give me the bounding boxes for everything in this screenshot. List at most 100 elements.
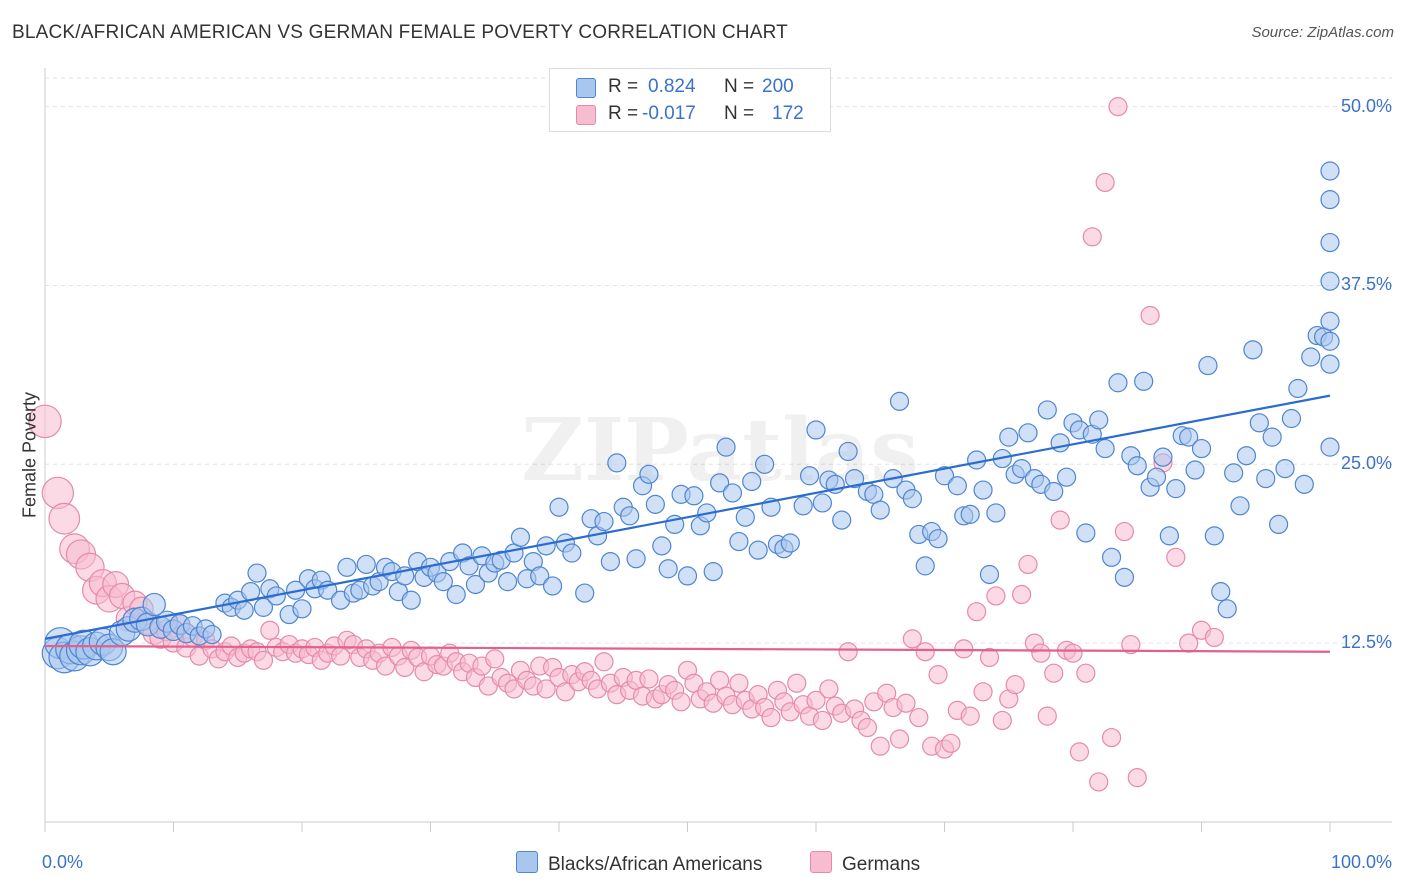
blacks-point <box>1320 354 1340 374</box>
blacks-point <box>1191 438 1212 459</box>
blacks-point <box>1243 340 1263 360</box>
legend-r-label: R = <box>608 76 639 97</box>
blacks-point <box>1011 459 1032 479</box>
germans-point <box>375 656 396 676</box>
germans-point <box>536 679 556 699</box>
blacks-point <box>1146 467 1167 487</box>
germans-point <box>1005 675 1025 695</box>
blacks-point <box>735 507 755 527</box>
blacks-point <box>793 496 813 516</box>
grid <box>45 77 1392 644</box>
blacks-point <box>1211 582 1231 602</box>
blacks-point <box>722 483 743 503</box>
blacks-point <box>812 493 833 513</box>
blacks-point <box>1294 474 1314 494</box>
blacks-point <box>607 453 627 473</box>
blacks-point <box>620 506 640 526</box>
blacks-point <box>1301 347 1321 367</box>
legend-label-germans: Germans <box>842 854 921 875</box>
blacks-point <box>1134 371 1154 391</box>
legend-swatch-germans <box>810 851 832 873</box>
legend-r-label: R = <box>608 103 639 124</box>
correlation-legend: R = 0.824 N = 200 R = -0.017 N = 172 <box>549 68 831 132</box>
blacks-point <box>754 454 775 474</box>
blacks-point <box>510 527 531 547</box>
germans-point <box>555 682 576 702</box>
blacks-point <box>1101 547 1122 567</box>
legend-n-value: 172 <box>772 103 804 124</box>
blacks-point <box>1185 460 1205 480</box>
germans-point <box>639 669 659 689</box>
blacks-point <box>652 536 672 556</box>
blacks-point <box>1320 271 1340 291</box>
germans-point <box>28 404 62 439</box>
blacks-point <box>1076 523 1096 543</box>
germans-point <box>1082 227 1102 247</box>
germans-point <box>1069 742 1090 762</box>
blacks-point <box>677 566 698 586</box>
germans-point <box>253 650 274 670</box>
germans-point <box>1063 643 1083 663</box>
blacks-point <box>575 583 595 603</box>
germans-point <box>992 710 1012 731</box>
blacks-point <box>542 576 563 596</box>
blacks-point <box>1236 446 1257 466</box>
blacks-point <box>562 543 582 563</box>
blacks-trend-line <box>44 394 1331 640</box>
blacks-point <box>1288 378 1308 399</box>
germans-point <box>1204 627 1224 648</box>
blacks-point <box>1050 433 1070 453</box>
germans-point <box>395 657 415 678</box>
blacks-point <box>986 503 1006 523</box>
blacks-point <box>626 549 646 569</box>
blacks-point <box>838 441 858 462</box>
blacks-point <box>973 480 993 500</box>
germans-points <box>28 97 1224 792</box>
blacks-point <box>1320 161 1340 181</box>
blacks-point <box>780 533 800 553</box>
germans-point <box>1166 547 1186 567</box>
blacks-point <box>600 551 621 572</box>
legend-label-blacks: Blacks/African Americans <box>548 854 763 875</box>
blacks-point <box>234 600 254 620</box>
blacks-point <box>960 504 980 524</box>
germans-point <box>729 673 749 693</box>
germans-point <box>1011 584 1032 605</box>
bottom-legend-blacks: Blacks/African Americans <box>516 851 762 876</box>
germans-point <box>1044 663 1064 683</box>
germans-point <box>857 717 878 738</box>
blacks-point <box>1095 438 1115 459</box>
germans-point <box>1140 305 1160 326</box>
blacks-point <box>1275 459 1295 479</box>
germans-point <box>1031 643 1051 663</box>
germans-point <box>909 707 929 728</box>
legend-r-value: -0.017 <box>642 103 696 124</box>
blacks-point <box>832 510 852 530</box>
source-label: Source: ZipAtlas.com <box>1251 24 1394 41</box>
germans-point <box>485 649 505 669</box>
germans-point <box>954 639 974 659</box>
germans-point <box>1037 706 1057 726</box>
blacks-point <box>742 471 762 492</box>
blacks-point <box>356 554 376 575</box>
blacks-point <box>1320 232 1340 253</box>
blacks-point <box>1179 427 1199 447</box>
blacks-point <box>645 494 665 514</box>
x-tick-label-min: 0.0% <box>42 852 84 872</box>
blacks-point <box>729 531 749 552</box>
germans-point <box>1108 97 1128 117</box>
legend-r-value: 0.824 <box>648 76 696 97</box>
germans-point <box>594 652 614 672</box>
blacks-point <box>465 574 486 595</box>
blacks-point <box>530 566 550 586</box>
germans-point <box>838 642 858 662</box>
blacks-point <box>549 497 569 517</box>
y-tick-label: 37.5% <box>1340 274 1392 295</box>
y-axis-label: Female Poverty <box>19 391 40 519</box>
blacks-point <box>902 489 922 509</box>
legend-swatch-blacks <box>576 78 596 98</box>
blacks-points <box>41 161 1340 674</box>
germans-point <box>1095 172 1115 193</box>
blacks-point <box>710 473 730 493</box>
blacks-point <box>915 556 935 576</box>
